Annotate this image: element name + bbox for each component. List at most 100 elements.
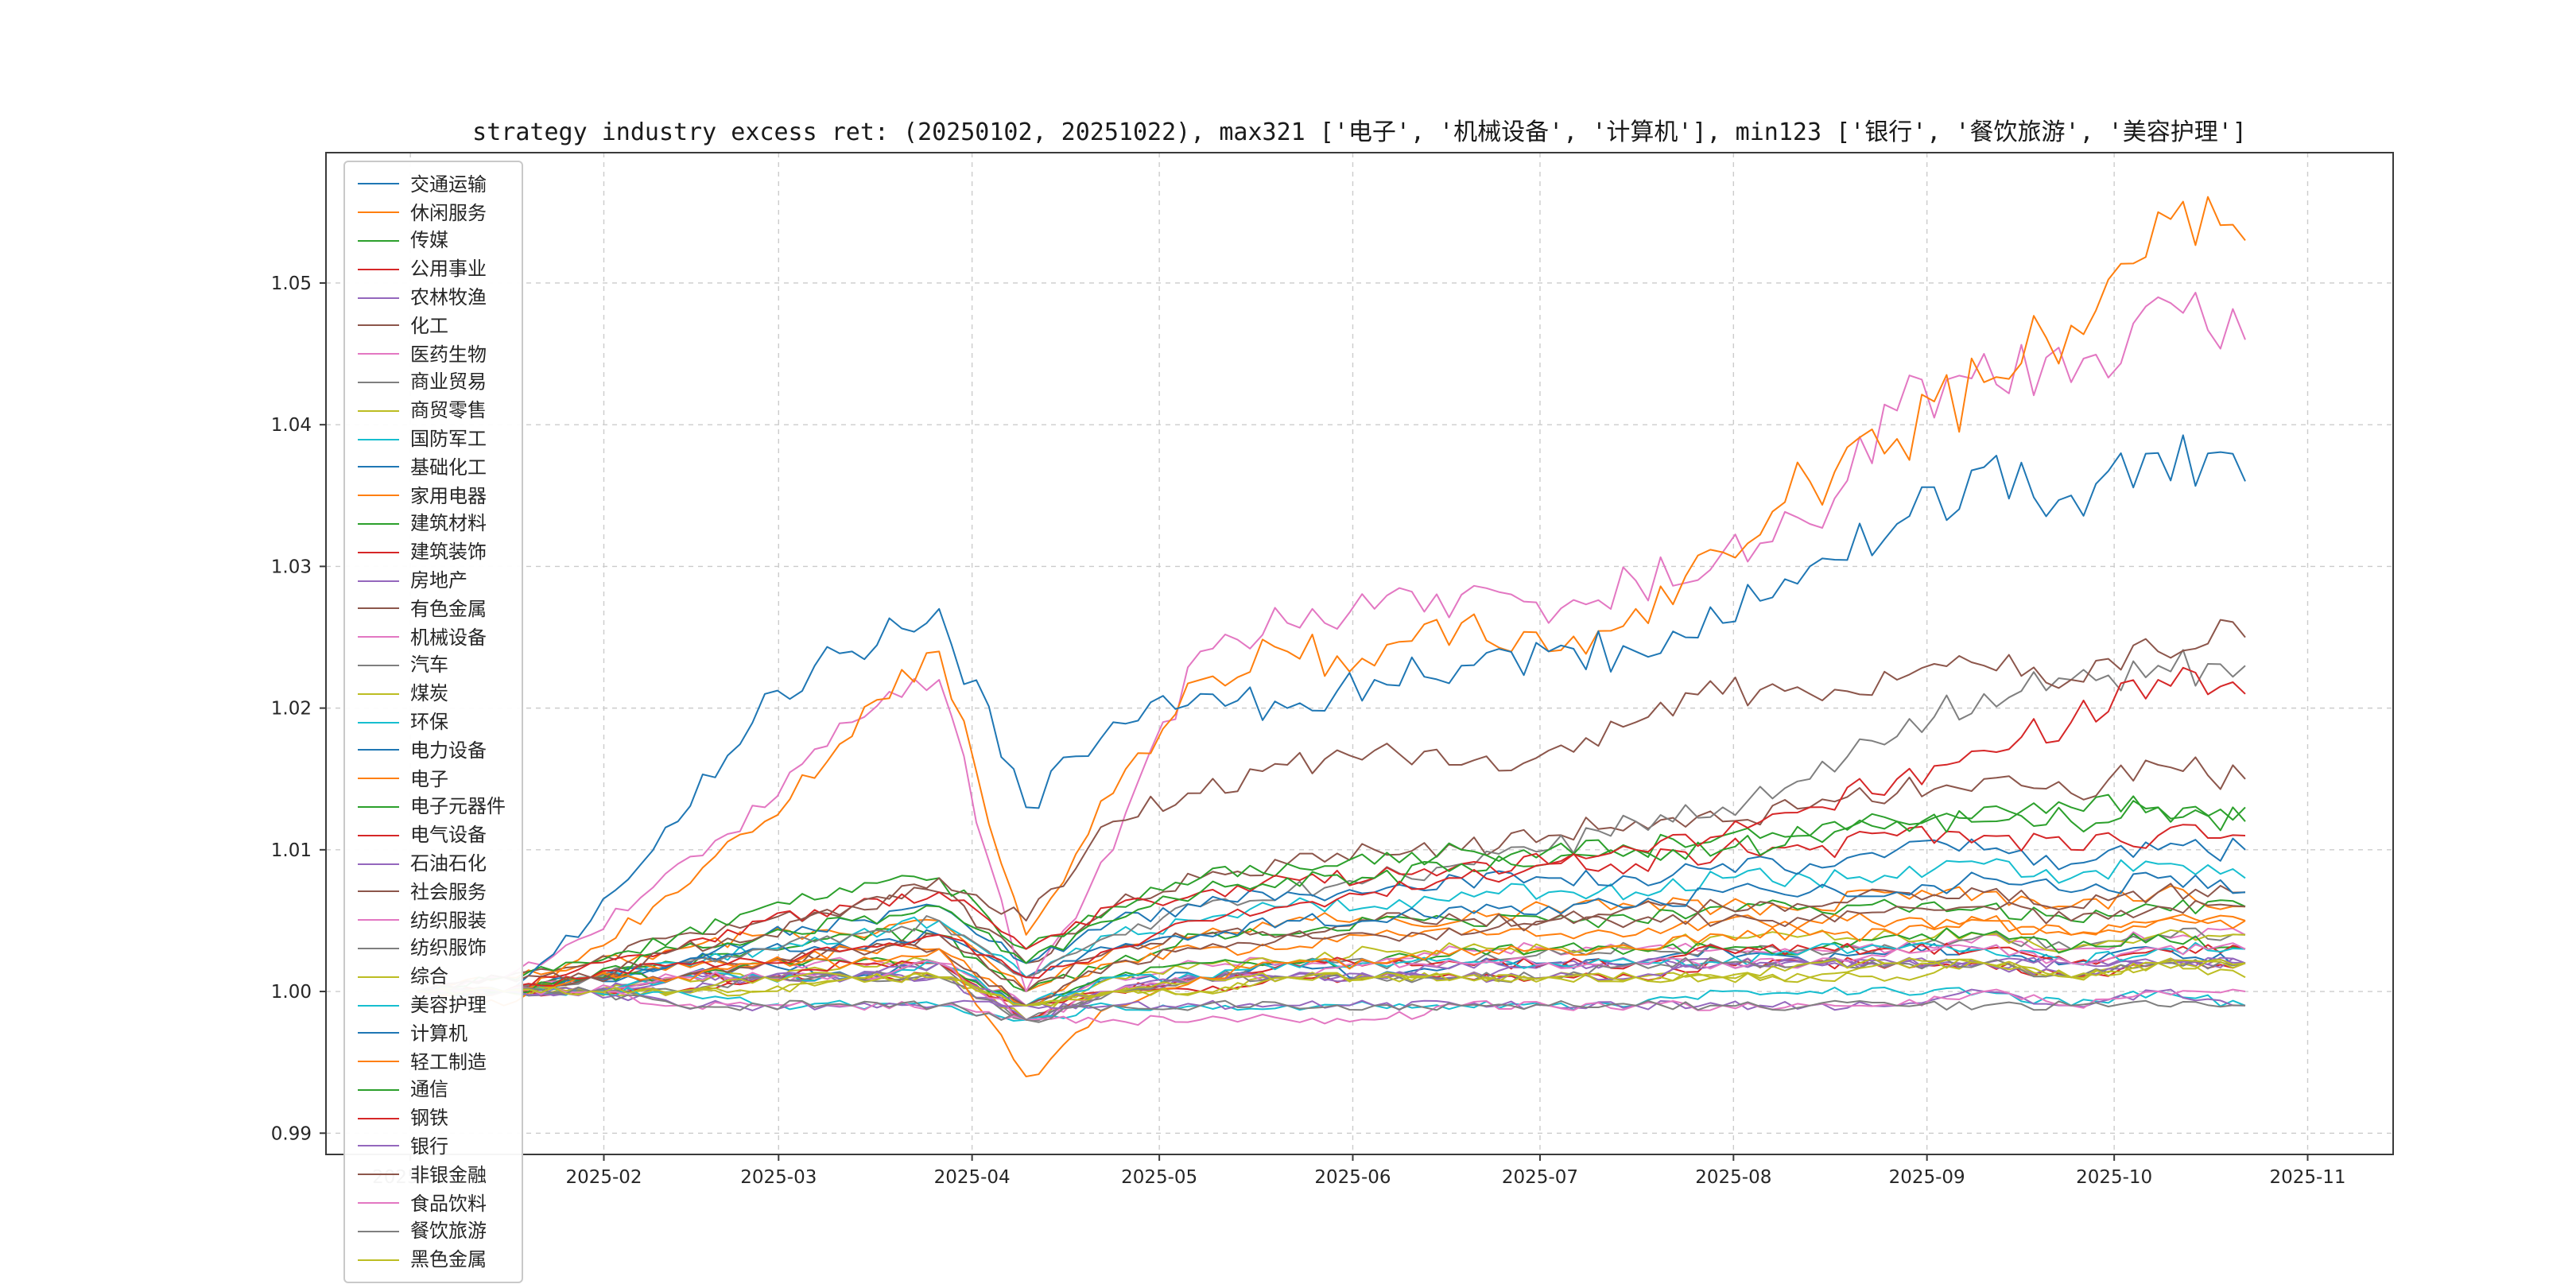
legend-swatch-line-icon bbox=[358, 636, 399, 638]
legend-label: 汽车 bbox=[410, 654, 449, 677]
legend-item: 传媒 bbox=[358, 227, 506, 255]
legend-label: 家用电器 bbox=[410, 484, 487, 507]
legend-label: 化工 bbox=[410, 314, 449, 337]
legend-swatch-line-icon bbox=[358, 1174, 399, 1176]
legend-swatch-line-icon bbox=[358, 863, 399, 865]
series-line-食品饮料 bbox=[416, 987, 2246, 1026]
y-tick-label: 1.05 bbox=[271, 274, 312, 294]
legend-item: 纺织服装 bbox=[358, 906, 506, 934]
series-line-电子 bbox=[416, 196, 2246, 1007]
x-tick-label: 2025-10 bbox=[2076, 1167, 2152, 1188]
legend-item: 商贸零售 bbox=[358, 397, 506, 425]
legend-label: 食品饮料 bbox=[410, 1192, 487, 1215]
x-tick-label: 2025-07 bbox=[1502, 1167, 1578, 1188]
legend-item: 电气设备 bbox=[358, 821, 506, 850]
legend-label: 计算机 bbox=[410, 1022, 468, 1045]
legend-label: 美容护理 bbox=[410, 994, 487, 1016]
legend-item: 纺织服饰 bbox=[358, 934, 506, 963]
legend-label: 农林牧渔 bbox=[410, 286, 487, 309]
legend-item: 电子元器件 bbox=[358, 793, 506, 821]
legend-label: 环保 bbox=[410, 711, 449, 734]
legend-item: 国防军工 bbox=[358, 425, 506, 453]
legend-swatch-line-icon bbox=[358, 522, 399, 525]
legend-swatch-line-icon bbox=[358, 580, 399, 582]
y-tick-label: 1.02 bbox=[271, 699, 312, 720]
legend-label: 建筑装饰 bbox=[410, 541, 487, 564]
legend-item: 电子 bbox=[358, 764, 506, 793]
y-tick-label: 0.99 bbox=[271, 1123, 312, 1144]
series-line-通信 bbox=[416, 793, 2246, 995]
series-line-机械设备 bbox=[416, 292, 2246, 993]
legend-item: 建筑材料 bbox=[358, 510, 506, 538]
series-line-电力设备 bbox=[416, 837, 2246, 995]
legend-label: 电子 bbox=[410, 767, 449, 790]
legend-item: 有色金属 bbox=[358, 595, 506, 623]
legend-label: 传媒 bbox=[410, 229, 449, 252]
x-tick-label: 2025-11 bbox=[2269, 1167, 2345, 1188]
legend-item: 农林牧渔 bbox=[358, 283, 506, 312]
legend-item: 钢铁 bbox=[358, 1104, 506, 1133]
x-tick-label: 2025-05 bbox=[1121, 1167, 1197, 1188]
legend-swatch-line-icon bbox=[358, 1032, 399, 1034]
legend-item: 电力设备 bbox=[358, 736, 506, 765]
series-line-非银金融 bbox=[416, 619, 2246, 992]
legend-swatch-line-icon bbox=[358, 805, 399, 808]
legend-swatch-line-icon bbox=[358, 1088, 399, 1091]
x-tick-label: 2025-04 bbox=[934, 1167, 1011, 1188]
legend-label: 电子元器件 bbox=[410, 795, 506, 818]
legend-label: 商业贸易 bbox=[410, 370, 487, 394]
legend-item: 汽车 bbox=[358, 651, 506, 680]
series-line-黑色金属 bbox=[416, 957, 2246, 1007]
series-line-综合 bbox=[416, 957, 2246, 1007]
legend-label: 电气设备 bbox=[410, 824, 487, 847]
legend-swatch-line-icon bbox=[358, 381, 399, 383]
legend-label: 商贸零售 bbox=[410, 399, 487, 422]
legend-item: 非银金融 bbox=[358, 1161, 506, 1189]
legend-label: 医药生物 bbox=[410, 343, 487, 366]
legend-swatch-line-icon bbox=[358, 749, 399, 751]
legend-item: 黑色金属 bbox=[358, 1246, 506, 1274]
legend-label: 纺织服饰 bbox=[410, 937, 487, 960]
legend-swatch-line-icon bbox=[358, 947, 399, 949]
legend-swatch-line-icon bbox=[358, 1145, 399, 1147]
y-tick-label: 1.01 bbox=[271, 840, 312, 861]
legend-swatch-line-icon bbox=[358, 1117, 399, 1119]
legend-label: 基础化工 bbox=[410, 456, 487, 479]
legend-label: 房地产 bbox=[410, 569, 468, 592]
legend-item: 餐饮旅游 bbox=[358, 1217, 506, 1246]
legend-label: 交通运输 bbox=[410, 173, 487, 196]
legend-label: 轻工制造 bbox=[410, 1050, 487, 1073]
legend-swatch-line-icon bbox=[358, 409, 399, 412]
x-tick-label: 2025-03 bbox=[740, 1167, 817, 1188]
legend-item: 家用电器 bbox=[358, 482, 506, 510]
legend-label: 电力设备 bbox=[410, 739, 487, 762]
legend-swatch-line-icon bbox=[358, 324, 399, 327]
legend-label: 餐饮旅游 bbox=[410, 1220, 487, 1243]
legend-label: 银行 bbox=[410, 1135, 449, 1158]
legend-swatch-line-icon bbox=[358, 664, 399, 666]
series-line-商贸零售 bbox=[417, 927, 2246, 1021]
legend-item: 医药生物 bbox=[358, 340, 506, 369]
legend-item: 石油石化 bbox=[358, 849, 506, 878]
legend-item: 综合 bbox=[358, 963, 506, 991]
legend-item: 轻工制造 bbox=[358, 1047, 506, 1076]
legend-item: 煤炭 bbox=[358, 680, 506, 708]
legend-label: 国防军工 bbox=[410, 428, 487, 451]
legend-swatch-line-icon bbox=[358, 551, 399, 553]
series-line-汽车 bbox=[416, 649, 2246, 995]
series-line-有色金属 bbox=[416, 756, 2246, 992]
legend-label: 有色金属 bbox=[410, 597, 487, 620]
axes-spines bbox=[325, 152, 2394, 1155]
legend-item: 银行 bbox=[358, 1132, 506, 1161]
x-tick-label: 2025-09 bbox=[1889, 1167, 1965, 1188]
y-tick-label: 1.03 bbox=[271, 557, 312, 577]
series-line-电气设备 bbox=[416, 824, 2246, 996]
legend-item: 化工 bbox=[358, 312, 506, 340]
series-line-基础化工 bbox=[416, 871, 2246, 996]
legend-item: 社会服务 bbox=[358, 878, 506, 906]
series-line-家用电器 bbox=[416, 912, 2246, 1007]
legend-swatch-line-icon bbox=[358, 919, 399, 921]
